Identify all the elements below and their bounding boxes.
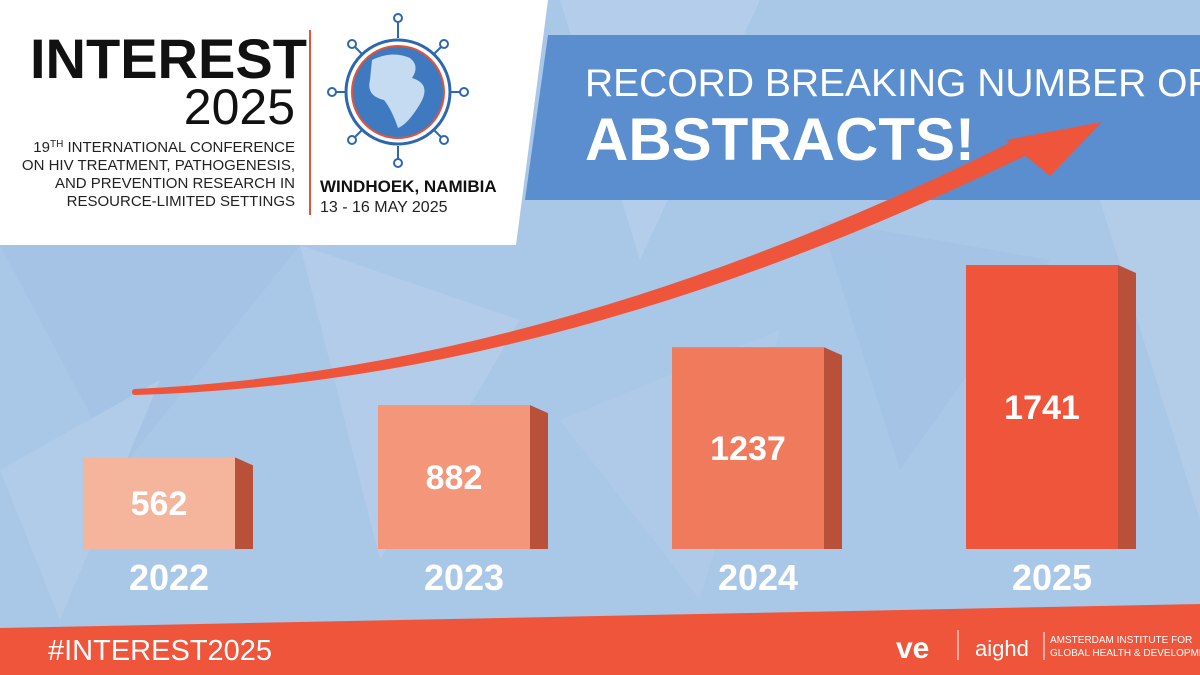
dates: 13 - 16 MAY 2025 <box>320 199 448 216</box>
value-label: 562 <box>131 485 188 523</box>
x-tick-label: 2023 <box>424 557 504 598</box>
bar <box>83 457 235 549</box>
globe-logo <box>327 13 469 168</box>
bar-side <box>530 405 548 549</box>
conference-line: INTERNATIONAL CONFERENCE <box>63 139 295 156</box>
headline-line2: ABSTRACTS! <box>585 106 975 173</box>
value-label: 1237 <box>710 430 786 468</box>
trend-arrow-head <box>1006 122 1102 176</box>
bar-side <box>1118 265 1136 549</box>
conference-line: RESOURCE-LIMITED SETTINGS <box>67 193 295 210</box>
bar-side <box>235 457 253 549</box>
aighd-line: AMSTERDAM INSTITUTE FOR <box>1050 635 1192 646</box>
hashtag: #INTEREST2025 <box>48 635 272 667</box>
aighd-line: GLOBAL HEALTH & DEVELOPMENT <box>1050 648 1200 659</box>
x-tick-label: 2025 <box>1012 557 1092 598</box>
x-tick-label: 2024 <box>718 557 798 598</box>
bar <box>966 265 1118 549</box>
bar-side <box>824 347 842 549</box>
conference-line: ON HIV TREATMENT, PATHOGENESIS, <box>22 157 295 174</box>
x-tick-label: 2022 <box>129 557 209 598</box>
ve-logo: ve <box>896 632 929 665</box>
conference-line: AND PREVENTION RESEARCH IN <box>55 175 295 192</box>
value-label: 1741 <box>1004 389 1080 427</box>
bar-chart: 562 2022 882 2023 1237 2024 1741 2025 <box>83 265 1136 598</box>
value-label: 882 <box>426 459 483 497</box>
logo-year: 2025 <box>184 79 295 135</box>
location: WINDHOEK, NAMIBIA <box>320 177 497 196</box>
aighd-logo: aighd <box>975 636 1029 661</box>
headline-line1: RECORD BREAKING NUMBER OF <box>585 62 1200 105</box>
bar <box>378 405 530 549</box>
conference-line: 19TH INTERNATIONAL CONFERENCE <box>33 139 295 156</box>
footer-band <box>0 604 1200 675</box>
logo-word: INTEREST <box>30 27 307 90</box>
edition-suffix: TH <box>50 139 63 150</box>
bar <box>672 347 824 549</box>
edition-number: 19 <box>33 139 50 156</box>
